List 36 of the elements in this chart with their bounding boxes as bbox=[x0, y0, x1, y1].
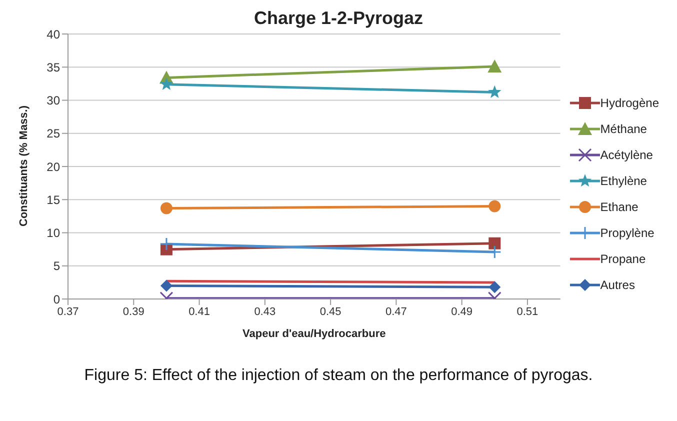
x-tick-label: 0.47 bbox=[385, 306, 407, 318]
caption: Figure 5: Effect of the injection of steam on the performance of pyrogas. bbox=[83, 367, 594, 385]
x-tick-label: 0.51 bbox=[516, 306, 538, 318]
legend-label: Ethylène bbox=[600, 174, 647, 188]
point bbox=[488, 237, 501, 250]
y-tick-label: 5 bbox=[53, 259, 60, 274]
y-tick-label: 35 bbox=[46, 60, 60, 74]
legend-label: Méthane bbox=[600, 122, 647, 136]
legend-label: Acétylène bbox=[600, 148, 653, 162]
y-tick-label: 25 bbox=[46, 126, 60, 141]
x-tick-label: 0.45 bbox=[320, 306, 342, 318]
y-tick-label: 10 bbox=[46, 226, 60, 240]
y-tick-label: 20 bbox=[46, 160, 60, 174]
chart-title: Charge 1-2-Pyrogaz bbox=[252, 8, 424, 29]
legend-label: Hydrogène bbox=[600, 96, 659, 110]
point bbox=[488, 200, 501, 212]
x-tick-label: 0.37 bbox=[57, 306, 79, 318]
legend-label: Propane bbox=[600, 252, 646, 266]
y-tick-label: 30 bbox=[46, 94, 60, 108]
y-tick-label: 40 bbox=[46, 27, 60, 42]
legend-label: Ethane bbox=[600, 200, 638, 214]
point bbox=[488, 85, 502, 98]
point bbox=[160, 280, 172, 292]
y-tick-label: 15 bbox=[46, 192, 60, 207]
x-tick-label: 0.49 bbox=[451, 306, 473, 318]
point bbox=[160, 202, 172, 214]
point bbox=[160, 237, 174, 251]
legend-label: Propylène bbox=[600, 226, 654, 240]
x-tick-label: 0.43 bbox=[254, 306, 276, 318]
x-tick-label: 0.39 bbox=[122, 306, 144, 318]
y-tick-label: 0 bbox=[53, 292, 60, 306]
y-axis-title: Constituants (% Mass.) bbox=[18, 105, 30, 226]
legend-label: Autres bbox=[600, 278, 635, 292]
x-axis-title: Vapeur d'eau/Hydrocarbure bbox=[242, 328, 386, 340]
x-tick-label: 0.41 bbox=[188, 306, 210, 318]
point bbox=[488, 281, 501, 294]
